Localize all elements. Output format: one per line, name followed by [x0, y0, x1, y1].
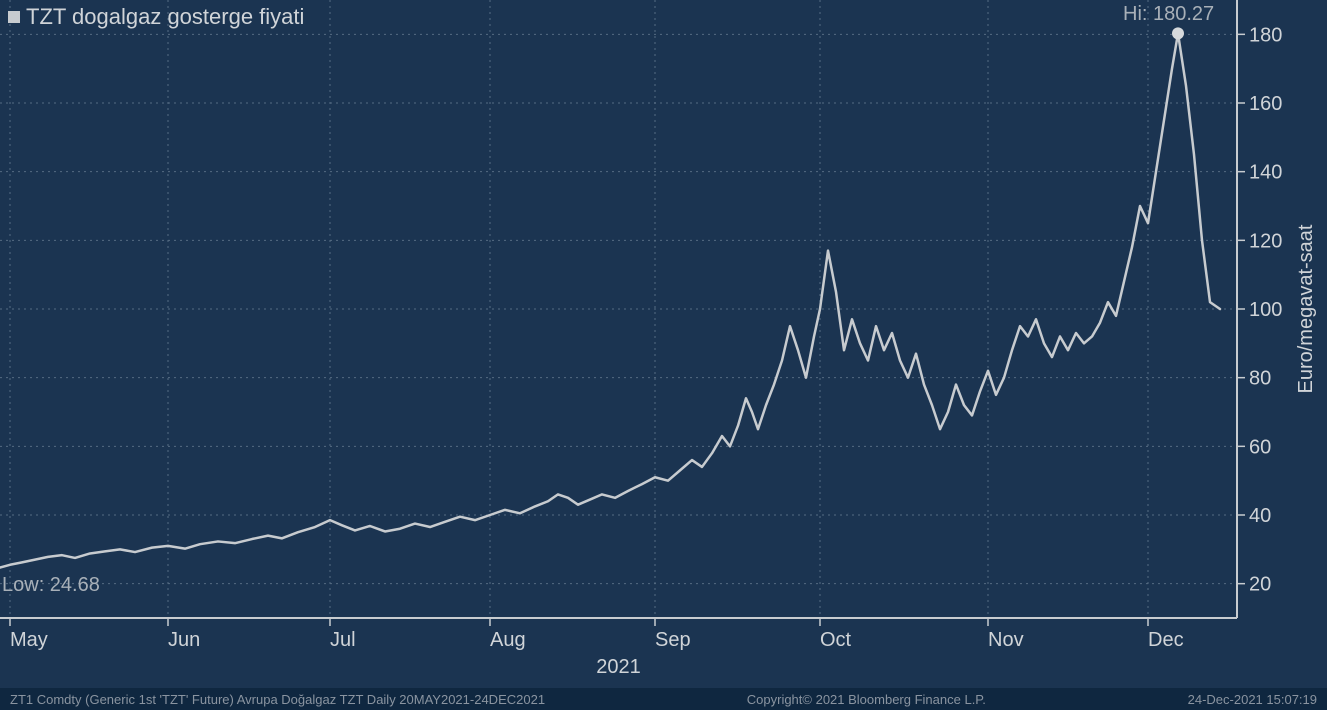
svg-text:120: 120: [1249, 230, 1282, 252]
svg-text:160: 160: [1249, 93, 1282, 115]
price-chart: 20 40 60 80 100 120 140 160 180 May Jun Jul Aug Sep Oc…: [0, 0, 1327, 710]
svg-text:Euro/megavat-saat: Euro/megavat-saat: [1295, 224, 1317, 393]
svg-text:Dec: Dec: [1148, 629, 1184, 651]
high-annotation: Hi: 180.27: [1123, 3, 1214, 26]
svg-text:180: 180: [1249, 24, 1282, 46]
svg-text:80: 80: [1249, 368, 1271, 390]
svg-text:2021: 2021: [596, 656, 641, 678]
svg-text:Aug: Aug: [490, 629, 526, 651]
footer-left: ZT1 Comdty (Generic 1st 'TZT' Future) Av…: [10, 692, 545, 707]
svg-text:Sep: Sep: [655, 629, 691, 651]
legend-swatch: [8, 11, 20, 23]
svg-text:40: 40: [1249, 505, 1271, 527]
svg-text:100: 100: [1249, 299, 1282, 321]
svg-text:60: 60: [1249, 436, 1271, 458]
low-annotation: Low: 24.68: [2, 574, 100, 597]
svg-text:May: May: [10, 629, 48, 651]
svg-text:20: 20: [1249, 574, 1271, 596]
chart-canvas: 20 40 60 80 100 120 140 160 180 May Jun Jul Aug Sep Oc…: [0, 0, 1327, 688]
svg-text:Nov: Nov: [988, 629, 1024, 651]
svg-text:Jul: Jul: [330, 629, 356, 651]
svg-text:Oct: Oct: [820, 629, 852, 651]
svg-text:Jun: Jun: [168, 629, 200, 651]
legend: TZT dogalgaz gosterge fiyati: [8, 4, 304, 30]
footer-copyright: Copyright© 2021 Bloomberg Finance L.P.: [747, 692, 986, 707]
legend-label: TZT dogalgaz gosterge fiyati: [26, 4, 304, 30]
chart-footer: ZT1 Comdty (Generic 1st 'TZT' Future) Av…: [0, 688, 1327, 710]
svg-text:140: 140: [1249, 162, 1282, 184]
footer-timestamp: 24-Dec-2021 15:07:19: [1188, 692, 1317, 707]
